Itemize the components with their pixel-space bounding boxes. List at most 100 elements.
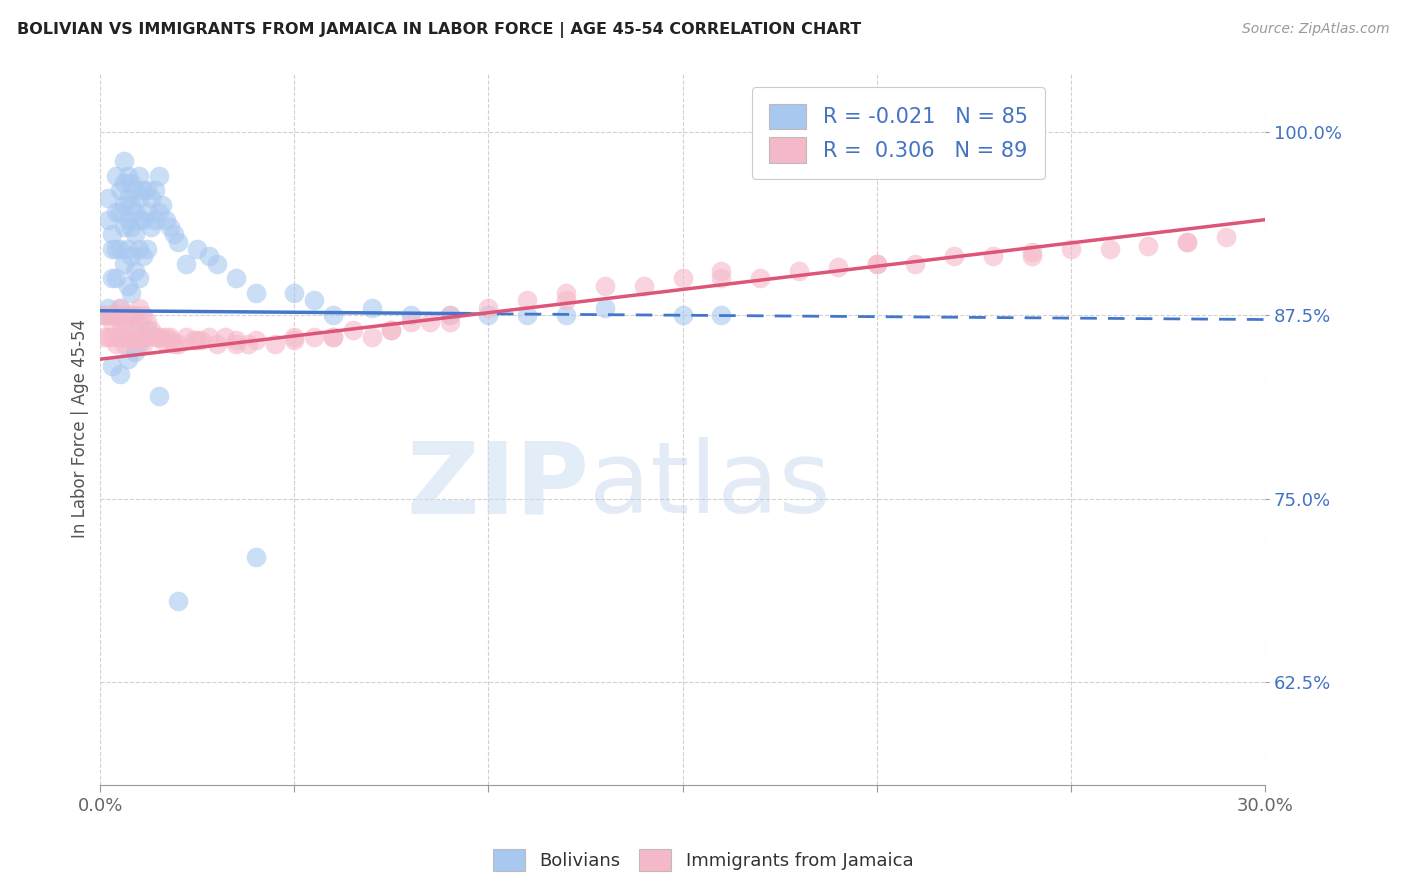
Point	[1175, 235, 1198, 249]
Point	[322, 330, 344, 344]
Point	[101, 330, 124, 344]
Point	[124, 227, 146, 242]
Point	[97, 308, 120, 322]
Point	[117, 308, 139, 322]
Point	[128, 169, 150, 183]
Point	[174, 257, 197, 271]
Text: BOLIVIAN VS IMMIGRANTS FROM JAMAICA IN LABOR FORCE | AGE 45-54 CORRELATION CHART: BOLIVIAN VS IMMIGRANTS FROM JAMAICA IN L…	[17, 22, 860, 38]
Point	[101, 242, 124, 256]
Point	[136, 242, 159, 256]
Point	[108, 316, 131, 330]
Point	[186, 242, 208, 256]
Point	[399, 308, 422, 322]
Point	[710, 271, 733, 285]
Point	[167, 337, 190, 351]
Point	[104, 205, 127, 219]
Point	[104, 242, 127, 256]
Point	[117, 169, 139, 183]
Point	[124, 264, 146, 278]
Point	[419, 316, 441, 330]
Y-axis label: In Labor Force | Age 45-54: In Labor Force | Age 45-54	[72, 319, 89, 539]
Point	[198, 330, 221, 344]
Point	[101, 271, 124, 285]
Point	[136, 316, 159, 330]
Point	[104, 337, 127, 351]
Point	[904, 257, 927, 271]
Point	[827, 260, 849, 274]
Point	[163, 227, 186, 242]
Point	[555, 286, 578, 301]
Point	[108, 205, 131, 219]
Point	[124, 308, 146, 322]
Point	[93, 330, 115, 344]
Point	[143, 183, 166, 197]
Point	[136, 323, 159, 337]
Point	[361, 330, 384, 344]
Point	[399, 316, 422, 330]
Point	[152, 333, 174, 347]
Point	[101, 227, 124, 242]
Point	[225, 337, 247, 351]
Point	[128, 301, 150, 315]
Point	[981, 249, 1004, 263]
Point	[136, 330, 159, 344]
Point	[108, 242, 131, 256]
Point	[108, 367, 131, 381]
Point	[148, 169, 170, 183]
Point	[1060, 242, 1083, 256]
Point	[124, 205, 146, 219]
Point	[101, 308, 124, 322]
Point	[120, 220, 142, 235]
Point	[174, 330, 197, 344]
Point	[108, 330, 131, 344]
Point	[120, 286, 142, 301]
Text: Source: ZipAtlas.com: Source: ZipAtlas.com	[1241, 22, 1389, 37]
Point	[117, 191, 139, 205]
Point	[865, 257, 887, 271]
Point	[283, 333, 305, 347]
Point	[124, 333, 146, 347]
Point	[128, 333, 150, 347]
Point	[148, 205, 170, 219]
Point	[159, 220, 181, 235]
Point	[439, 308, 461, 322]
Point	[865, 257, 887, 271]
Point	[225, 333, 247, 347]
Point	[120, 176, 142, 190]
Point	[101, 316, 124, 330]
Point	[104, 169, 127, 183]
Point	[124, 344, 146, 359]
Point	[159, 333, 181, 347]
Point	[112, 337, 135, 351]
Point	[120, 198, 142, 212]
Point	[555, 308, 578, 322]
Point	[322, 308, 344, 322]
Point	[264, 337, 287, 351]
Text: atlas: atlas	[589, 437, 831, 534]
Point	[120, 249, 142, 263]
Point	[128, 212, 150, 227]
Point	[112, 176, 135, 190]
Point	[361, 301, 384, 315]
Point	[139, 220, 162, 235]
Point	[97, 301, 120, 315]
Point	[593, 278, 616, 293]
Point	[1215, 230, 1237, 244]
Point	[205, 337, 228, 351]
Point	[439, 316, 461, 330]
Point	[97, 212, 120, 227]
Point	[120, 323, 142, 337]
Point	[593, 301, 616, 315]
Point	[101, 308, 124, 322]
Point	[671, 308, 693, 322]
Point	[245, 333, 267, 347]
Point	[152, 198, 174, 212]
Point	[143, 212, 166, 227]
Point	[787, 264, 810, 278]
Point	[322, 330, 344, 344]
Point	[97, 191, 120, 205]
Point	[477, 301, 499, 315]
Point	[120, 308, 142, 322]
Point	[112, 323, 135, 337]
Point	[943, 249, 966, 263]
